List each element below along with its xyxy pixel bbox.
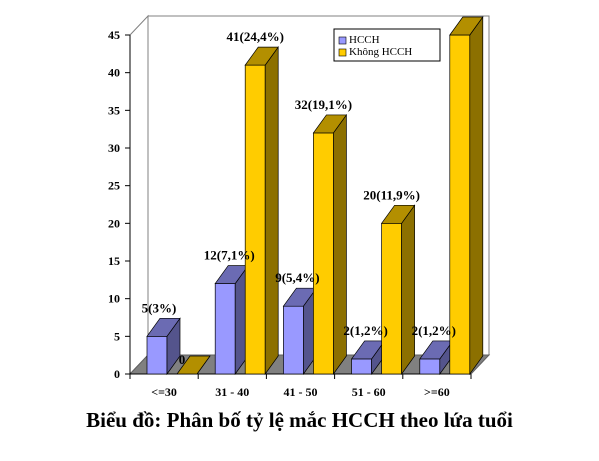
bar-top-face <box>449 16 484 36</box>
y-tick-label: 35 <box>108 103 120 117</box>
bar-chart: 0 5 10 15 20 25 30 35 40 45 <=30 31 - 40 41 - 50 51 … <box>108 14 491 399</box>
bar-front-face <box>283 305 304 375</box>
bars <box>146 15 484 376</box>
data-label: 9(5,4%) <box>275 270 319 285</box>
bar <box>214 264 249 376</box>
x-tick-label: 41 - 50 <box>284 385 318 399</box>
x-tick-label: >=60 <box>424 385 450 399</box>
data-label: 2(1,2%) <box>412 323 456 338</box>
bar-side-face <box>469 15 484 376</box>
data-label: 32(19,1%) <box>295 97 352 112</box>
x-axis: <=30 31 - 40 41 - 50 51 - 60 >=60 <box>129 373 472 399</box>
y-tick-label: 45 <box>108 28 120 42</box>
bar <box>419 339 454 376</box>
bar <box>146 317 181 376</box>
x-tick-label: <=30 <box>151 385 177 399</box>
y-tick-label: 10 <box>108 292 120 306</box>
data-labels: 5(3%) 0 12(7,1%) 41(24,4%) 9(5,4%) 32(19,1%) 2… <box>142 29 456 367</box>
bar-front-face <box>381 222 402 375</box>
data-label: 12(7,1%) <box>204 248 255 263</box>
bar-top-face <box>176 355 211 375</box>
bar-front-face <box>146 335 168 375</box>
legend-box <box>333 28 441 62</box>
bar-top-face <box>312 114 348 134</box>
y-tick-label: 40 <box>108 66 120 80</box>
data-label: 2(1,2%) <box>343 323 387 338</box>
data-label: 20(11,9%) <box>363 187 420 202</box>
data-label: 5(3%) <box>142 300 177 315</box>
y-tick-label: 30 <box>108 141 120 155</box>
bar <box>244 46 279 376</box>
legend-swatch-hcch <box>338 36 347 45</box>
bar <box>282 287 318 376</box>
legend-swatch-khong-hcch <box>338 48 347 57</box>
data-label: 0 <box>179 352 186 367</box>
y-tick-label: 0 <box>114 367 120 381</box>
legend-label-hcch: HCCH <box>349 34 380 46</box>
bar <box>176 355 211 375</box>
x-tick-label: 51 - 60 <box>352 385 386 399</box>
bar-front-face <box>419 358 441 375</box>
bar-front-face <box>214 283 236 375</box>
bar-side-face <box>401 204 415 376</box>
bar <box>380 204 416 376</box>
y-tick-label: 5 <box>114 329 120 343</box>
bar-front-face <box>244 64 266 375</box>
bar-side-face <box>264 46 279 376</box>
y-tick-label: 25 <box>108 179 120 193</box>
legend-label-khong-hcch: Không HCCH <box>349 46 412 58</box>
y-tick-label: 15 <box>108 254 120 268</box>
bar-top-face <box>146 317 181 337</box>
x-tick-label: 31 - 40 <box>215 385 249 399</box>
bar-top-face <box>244 46 279 66</box>
bar <box>449 15 484 376</box>
y-axis: 0 5 10 15 20 25 30 35 40 45 <box>108 28 131 381</box>
y-tick-label: 20 <box>108 216 120 230</box>
data-label: 41(24,4%) <box>226 29 283 44</box>
bar-top-face <box>380 204 416 224</box>
bar <box>312 113 348 376</box>
legend: HCCH Không HCCH <box>333 28 441 62</box>
bar-front-face <box>313 132 334 375</box>
side-wall <box>129 14 149 376</box>
chart-caption: Biểu đồ: Phân bố tỷ lệ mắc HCCH theo lứa… <box>86 408 513 432</box>
bar-front-face <box>351 358 372 375</box>
